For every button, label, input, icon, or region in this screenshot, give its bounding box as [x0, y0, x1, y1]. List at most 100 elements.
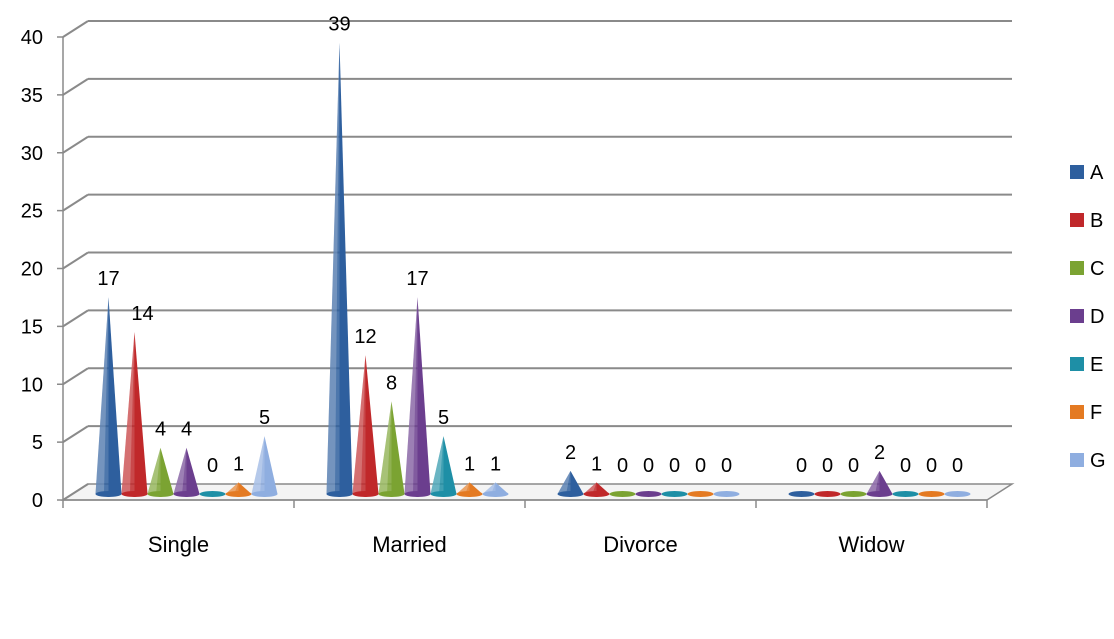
x-tick-label-divorce: Divorce	[603, 532, 678, 557]
gridline	[62, 193, 1012, 212]
data-label-single-d: 4	[181, 419, 192, 441]
cone-divorce-c	[609, 491, 636, 497]
cone-married-f	[456, 482, 483, 497]
legend-label: C	[1090, 258, 1104, 280]
data-label-widow-e: 0	[900, 455, 911, 477]
data-label-married-d: 17	[406, 268, 428, 290]
y-tick-label: 15	[21, 316, 43, 338]
cone-single-f	[225, 482, 252, 497]
cone-single-b	[121, 331, 148, 497]
x-category-labels: Single Married Divorce Widow	[148, 532, 905, 557]
data-label-single-c: 4	[155, 419, 166, 441]
x-tick-label-single: Single	[148, 532, 209, 557]
legend-label: E	[1090, 354, 1103, 376]
gridline	[62, 367, 1012, 386]
cone-married-c	[378, 401, 405, 497]
data-label-divorce-b: 1	[591, 453, 602, 475]
cone-single-g	[251, 436, 278, 497]
legend-swatch	[1070, 261, 1084, 275]
data-label-divorce-g: 0	[721, 455, 732, 477]
legend-swatch	[1070, 405, 1084, 419]
legend-item-b: B	[1070, 210, 1103, 232]
gridline	[62, 135, 1012, 154]
cone-widow-a	[788, 491, 815, 497]
gridline	[62, 20, 1012, 38]
cone-widow-f	[918, 491, 945, 497]
cone-married-b	[352, 355, 379, 497]
data-label-widow-a: 0	[796, 455, 807, 477]
gridline	[62, 309, 1012, 328]
data-label-divorce-c: 0	[617, 455, 628, 477]
legend-swatch	[1070, 213, 1084, 227]
axes	[62, 37, 988, 508]
data-label-single-e: 0	[207, 455, 218, 477]
data-label-divorce-d: 0	[643, 455, 654, 477]
data-label-single-g: 5	[259, 407, 270, 429]
data-label-married-a: 39	[328, 14, 350, 36]
legend-label: B	[1090, 210, 1103, 232]
cone-divorce-b	[583, 482, 610, 497]
legend-label: F	[1090, 402, 1102, 424]
y-tick-label: 30	[21, 143, 43, 165]
y-tick-label: 35	[21, 85, 43, 107]
cone-divorce-g	[713, 491, 740, 497]
data-label-widow-g: 0	[952, 455, 963, 477]
x-tick-label-widow: Widow	[838, 532, 904, 557]
cone-divorce-f	[687, 491, 714, 497]
cone-divorce-d	[635, 491, 662, 497]
legend-swatch	[1070, 453, 1084, 467]
data-label-single-b: 14	[131, 303, 153, 325]
data-label-widow-f: 0	[926, 455, 937, 477]
cone-widow-b	[814, 491, 841, 497]
gridline	[62, 425, 1012, 443]
legend-item-d: D	[1070, 306, 1104, 328]
gridline	[62, 483, 89, 501]
cone-married-d	[404, 297, 431, 497]
data-label-single-f: 1	[233, 453, 244, 475]
data-marks	[95, 42, 971, 497]
cone-widow-g	[944, 491, 971, 497]
cone-single-e	[199, 491, 226, 497]
y-tick-label: 40	[21, 27, 43, 49]
legend-label: A	[1090, 162, 1104, 184]
cone-single-c	[147, 447, 174, 497]
y-tick-label: 0	[32, 490, 43, 512]
legend-swatch	[1070, 309, 1084, 323]
y-tick-label: 10	[21, 374, 43, 396]
cone-married-e	[430, 436, 457, 497]
cone-widow-d	[866, 470, 893, 497]
legend: A B C D E F G	[1070, 162, 1106, 472]
legend-item-a: A	[1070, 162, 1104, 184]
data-label-divorce-f: 0	[695, 455, 706, 477]
cone-single-a	[95, 297, 122, 497]
data-label-divorce-a: 2	[565, 442, 576, 464]
cone-divorce-e	[661, 491, 688, 497]
cone-single-d	[173, 447, 200, 497]
data-label-married-c: 8	[386, 372, 397, 394]
data-label-widow-d: 2	[874, 442, 885, 464]
legend-item-g: G	[1070, 450, 1106, 472]
cone-married-a	[326, 42, 353, 497]
data-label-married-b: 12	[354, 326, 376, 348]
gridline	[62, 77, 1012, 96]
data-label-married-f: 1	[464, 453, 475, 475]
data-label-married-e: 5	[438, 407, 449, 429]
x-tick-label-married: Married	[372, 532, 447, 557]
y-tick-label: 25	[21, 201, 43, 223]
legend-swatch	[1070, 165, 1084, 179]
legend-item-c: C	[1070, 258, 1104, 280]
cone-widow-c	[840, 491, 867, 497]
legend-label: D	[1090, 306, 1104, 328]
data-label-married-g: 1	[490, 453, 501, 475]
cone-divorce-a	[557, 470, 584, 497]
y-tick-labels: 0 5 10 15 20 25 30 35 40	[21, 27, 63, 512]
data-label-single-a: 17	[97, 268, 119, 290]
y-tick-label: 5	[32, 432, 43, 454]
data-label-widow-b: 0	[822, 455, 833, 477]
y-tick-label: 20	[21, 259, 43, 281]
data-label-widow-c: 0	[848, 455, 859, 477]
legend-item-f: F	[1070, 402, 1102, 424]
